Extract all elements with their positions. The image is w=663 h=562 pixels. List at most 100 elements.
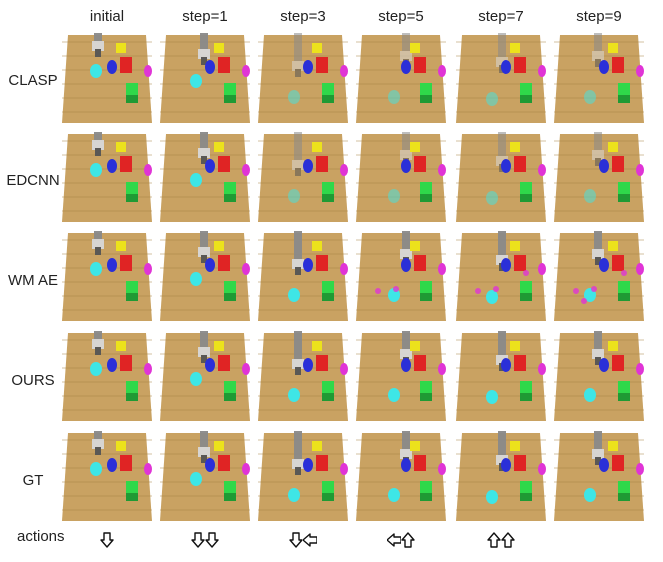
frame-image xyxy=(356,431,446,521)
blue-object xyxy=(401,458,411,472)
table-surface xyxy=(62,134,152,222)
table-surface xyxy=(258,233,348,321)
yellow-cube xyxy=(116,241,126,251)
frame-image xyxy=(554,231,644,321)
scene-render xyxy=(456,331,546,421)
table-texture xyxy=(456,97,546,99)
blue-object xyxy=(501,159,511,173)
green-cube xyxy=(618,182,630,194)
scene-render xyxy=(554,231,644,321)
table-texture xyxy=(160,267,250,269)
table-texture xyxy=(258,409,348,411)
table-texture xyxy=(62,182,152,184)
green-cube-shadow xyxy=(224,194,236,202)
table-texture xyxy=(62,41,152,43)
table-texture xyxy=(554,83,644,85)
frame-image xyxy=(258,33,348,123)
cyan-cylinder xyxy=(288,90,300,104)
table-texture xyxy=(356,467,446,469)
scene-render xyxy=(62,331,152,421)
frame-image xyxy=(258,431,348,521)
red-cube xyxy=(514,57,526,73)
yellow-cube xyxy=(116,43,126,53)
blue-object xyxy=(401,159,411,173)
green-cube xyxy=(520,83,532,95)
blue-object xyxy=(107,159,117,173)
magenta-object xyxy=(340,363,348,375)
green-cube-shadow xyxy=(420,95,432,103)
yellow-cube xyxy=(116,142,126,152)
magenta-object xyxy=(340,65,348,77)
magenta-object xyxy=(144,65,152,77)
arrow-down-icon xyxy=(100,532,114,548)
cyan-cylinder xyxy=(486,290,498,304)
robot-arm xyxy=(592,431,604,465)
cyan-cylinder xyxy=(190,472,202,486)
table-texture xyxy=(62,439,152,441)
green-cube-shadow xyxy=(126,95,138,103)
green-cube xyxy=(126,381,138,393)
red-cube xyxy=(414,355,426,371)
red-cube xyxy=(612,156,624,172)
robot-arm xyxy=(198,33,210,65)
table-surface xyxy=(258,134,348,222)
table-surface xyxy=(258,433,348,521)
red-cube xyxy=(612,355,624,371)
table-texture xyxy=(160,295,250,297)
blue-object xyxy=(205,60,215,74)
frame-image xyxy=(554,33,644,123)
red-cube xyxy=(414,57,426,73)
green-cube xyxy=(420,281,432,293)
frame-image xyxy=(456,431,546,521)
red-cube xyxy=(218,355,230,371)
yellow-cube xyxy=(510,341,520,351)
artifact-spot xyxy=(475,288,481,294)
blue-object xyxy=(205,458,215,472)
green-cube xyxy=(126,83,138,95)
green-cube-shadow xyxy=(126,293,138,301)
table-texture xyxy=(456,309,546,311)
yellow-cube xyxy=(410,441,420,451)
table-texture xyxy=(356,395,446,397)
green-cube-shadow xyxy=(618,194,630,202)
table-texture xyxy=(356,182,446,184)
table-texture xyxy=(258,140,348,142)
table-texture xyxy=(258,295,348,297)
magenta-object xyxy=(340,164,348,176)
row-label-edcnn: EDCNN xyxy=(6,172,60,189)
green-cube xyxy=(420,182,432,194)
scene-render xyxy=(554,331,644,421)
cyan-cylinder xyxy=(190,173,202,187)
table-surface xyxy=(62,35,152,123)
green-cube xyxy=(420,481,432,493)
table-texture xyxy=(456,395,546,397)
yellow-cube xyxy=(510,142,520,152)
table-texture xyxy=(554,409,644,411)
table-texture xyxy=(62,83,152,85)
yellow-cube xyxy=(608,43,618,53)
red-cube xyxy=(514,455,526,471)
table-texture xyxy=(258,41,348,43)
table-texture xyxy=(456,409,546,411)
yellow-cube xyxy=(608,441,618,451)
action-cell xyxy=(160,531,250,549)
arrow-left-icon xyxy=(302,533,318,547)
green-cube-shadow xyxy=(520,95,532,103)
green-cube-shadow xyxy=(322,293,334,301)
table-texture xyxy=(356,83,446,85)
cyan-cylinder xyxy=(90,262,102,276)
action-cell xyxy=(258,531,348,549)
column-header-step-1: step=1 xyxy=(182,8,228,25)
table-surface xyxy=(356,233,446,321)
table-texture xyxy=(62,509,152,511)
table-texture xyxy=(356,239,446,241)
magenta-object xyxy=(438,164,446,176)
table-texture xyxy=(356,409,446,411)
magenta-object xyxy=(438,65,446,77)
robot-arm xyxy=(198,431,210,463)
green-cube xyxy=(520,182,532,194)
red-cube xyxy=(218,455,230,471)
blue-object xyxy=(107,358,117,372)
green-cube-shadow xyxy=(618,95,630,103)
table-texture xyxy=(356,267,446,269)
